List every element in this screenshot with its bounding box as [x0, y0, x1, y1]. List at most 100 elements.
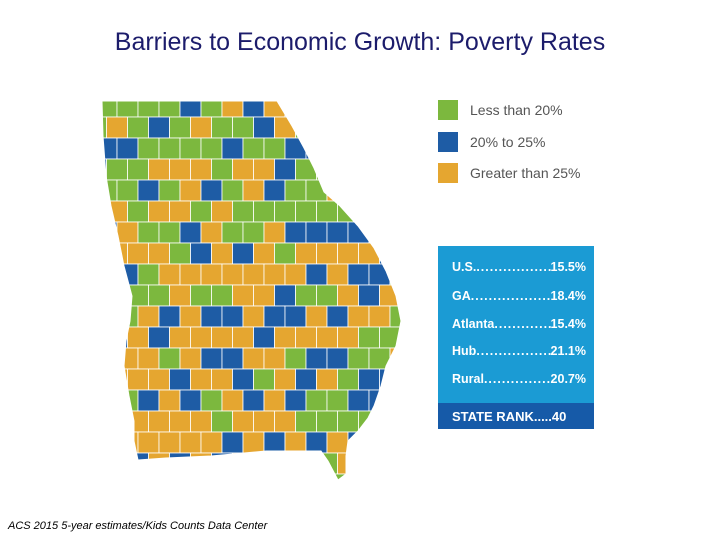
county-cell: [200, 347, 223, 370]
county-cell: [379, 242, 401, 265]
county-cell: [200, 221, 223, 244]
county-cell: [148, 242, 170, 265]
county-cell: [368, 263, 391, 286]
county-cell: [242, 347, 265, 370]
county-cell: [232, 116, 254, 139]
county-cell: [368, 101, 391, 118]
county-cell: [102, 389, 118, 412]
county-cell: [169, 284, 191, 307]
county-cell: [116, 263, 139, 286]
state-outline: [101, 100, 402, 481]
county-cell: [400, 116, 401, 139]
county-cell: [221, 137, 244, 160]
county-cell: [400, 410, 401, 433]
county-cell: [253, 158, 275, 181]
county-cell: [190, 158, 212, 181]
county-cell: [263, 221, 286, 244]
county-map-svg: [101, 100, 427, 481]
county-cell: [200, 305, 223, 328]
county-cell: [337, 242, 359, 265]
county-cell: [179, 389, 202, 412]
county-cell: [116, 431, 139, 454]
county-cell: [102, 431, 118, 454]
county-cell: [169, 452, 191, 475]
county-cell: [400, 368, 401, 391]
county-cell: [190, 410, 212, 433]
county-cell: [179, 179, 202, 202]
county-cell: [200, 179, 223, 202]
county-cell: [127, 158, 149, 181]
county-cell: [190, 368, 212, 391]
county-cell: [295, 368, 317, 391]
county-cell: [102, 263, 118, 286]
stat-label: Rural: [452, 372, 484, 386]
county-cell: [337, 410, 359, 433]
county-cell: [305, 101, 328, 118]
county-cell: [295, 242, 317, 265]
county-cell: [379, 116, 401, 139]
county-cell: [358, 284, 380, 307]
county-cell: [411, 390, 426, 411]
county-cell: [368, 473, 391, 480]
stat-label: GA: [452, 289, 471, 303]
county-cell: [200, 389, 223, 412]
county-cell: [137, 101, 160, 118]
county-cell: [221, 389, 244, 412]
county-cell: [284, 473, 307, 480]
county-cell: [358, 158, 380, 181]
county-cell: [102, 473, 118, 480]
county-cell: [263, 305, 286, 328]
county-cell: [347, 431, 370, 454]
county-cell: [179, 305, 202, 328]
county-cell: [221, 179, 244, 202]
stat-leader-dots: ..........................: [483, 372, 551, 386]
county-cell: [379, 158, 401, 181]
county-cell: [411, 222, 426, 243]
county-cell: [326, 389, 349, 412]
stat-label: Atlanta: [452, 317, 495, 331]
county-cell: [102, 179, 118, 202]
county-cell: [326, 347, 349, 370]
county-cell: [116, 347, 139, 370]
county-cell: [305, 389, 328, 412]
county-cell: [305, 137, 328, 160]
county-cell: [211, 200, 233, 223]
county-cell: [137, 473, 160, 480]
county-cell: [326, 221, 349, 244]
county-cell: [295, 116, 317, 139]
county-cell: [158, 473, 181, 480]
county-cell: [411, 180, 426, 201]
county-cell: [305, 263, 328, 286]
county-cell: [137, 137, 160, 160]
legend-swatch-green: [438, 100, 458, 120]
county-cell: [200, 101, 223, 118]
county-cell: [127, 284, 149, 307]
county-cell: [411, 138, 426, 159]
county-cell: [400, 284, 401, 307]
county-cell: [295, 410, 317, 433]
county-cell: [102, 305, 118, 328]
state-rank: STATE RANK.....40: [452, 409, 567, 424]
county-cell: [305, 473, 328, 480]
county-cell: [242, 473, 265, 480]
county-cell: [368, 179, 391, 202]
county-cell: [158, 305, 181, 328]
county-cell: [274, 368, 296, 391]
county-cell: [263, 347, 286, 370]
county-cell: [422, 411, 427, 432]
county-cell: [179, 473, 202, 480]
stat-value: 20.7%: [550, 372, 586, 386]
county-cell: [411, 264, 426, 285]
county-cell: [179, 263, 202, 286]
county-cell: [422, 159, 427, 180]
county-cell: [305, 305, 328, 328]
county-cell: [337, 158, 359, 181]
county-cell: [295, 284, 317, 307]
county-cell: [326, 137, 349, 160]
state-rank-bar: STATE RANK.....40: [438, 403, 594, 429]
county-cell: [232, 368, 254, 391]
county-cell: [337, 200, 359, 223]
county-cell: [137, 347, 160, 370]
county-cell: [169, 116, 191, 139]
county-cell: [305, 347, 328, 370]
